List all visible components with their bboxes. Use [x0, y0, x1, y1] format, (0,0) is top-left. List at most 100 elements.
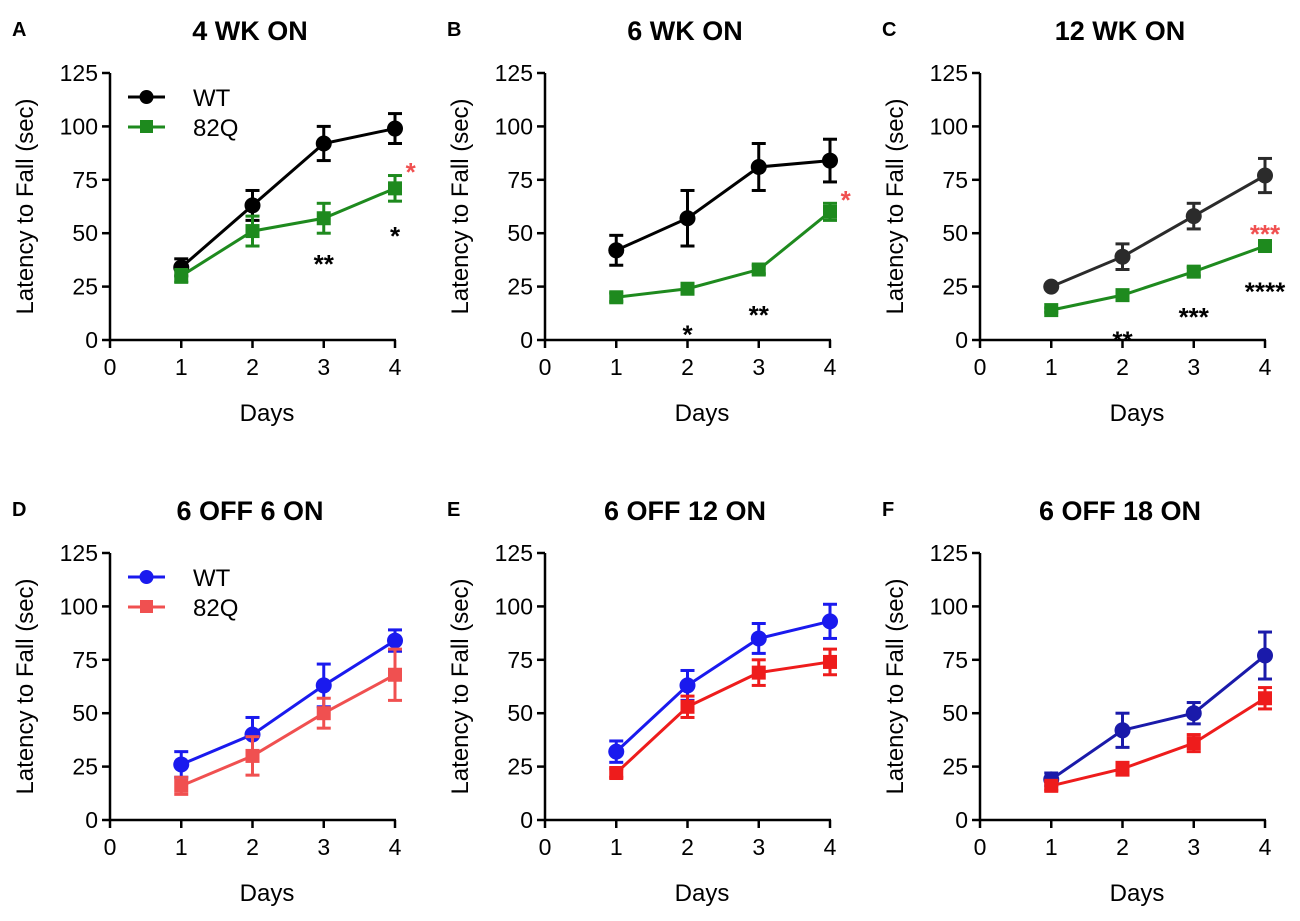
y-tick-label: 75 — [507, 647, 533, 673]
legend: WT 82Q — [128, 565, 238, 622]
data-point — [608, 743, 625, 760]
y-tick-label: 125 — [60, 60, 98, 86]
series-line — [615, 159, 831, 252]
data-point — [174, 268, 189, 283]
x-tick-label: 4 — [1259, 354, 1272, 380]
data-point — [822, 613, 838, 630]
y-tick-label: 125 — [930, 60, 968, 86]
series-line — [180, 639, 396, 766]
y-tick-label: 0 — [85, 327, 98, 353]
panel-title: 6 OFF 12 ON — [604, 496, 766, 526]
legend-label: WT — [193, 85, 231, 112]
x-tick-label: 2 — [681, 834, 694, 860]
legend-label: 82Q — [193, 595, 238, 622]
significance-label: ** — [749, 300, 770, 330]
data-point — [823, 654, 837, 669]
series-wt — [173, 628, 403, 779]
data-point — [679, 677, 696, 694]
panel-letter: B — [447, 19, 461, 41]
series-wt — [1043, 630, 1273, 788]
data-point — [388, 181, 402, 196]
y-tick-label: 25 — [942, 274, 968, 300]
panel-f: F 6 OFF 18 ON 0 25 50 75 100 125 0 1 2 3 4 Days Latenc… — [882, 496, 1273, 907]
x-tick-label: 1 — [175, 834, 188, 860]
panel-letter: C — [882, 19, 896, 41]
y-tick-label: 0 — [85, 807, 98, 833]
x-tick-label: 4 — [824, 834, 837, 860]
y-axis-label: Latency to Fall (sec) — [882, 578, 909, 794]
x-axis-label: Days — [240, 880, 295, 907]
significance-label: * — [841, 185, 852, 215]
x-tick-label: 1 — [1045, 834, 1058, 860]
y-tick-label: 0 — [520, 327, 533, 353]
legend-label: WT — [193, 565, 231, 592]
series-line — [180, 673, 396, 788]
series-wt — [173, 112, 403, 278]
x-axis-label: Days — [1110, 880, 1165, 907]
x-tick-label: 1 — [610, 834, 623, 860]
x-tick-label: 2 — [246, 354, 259, 380]
y-tick-label: 50 — [942, 220, 968, 246]
data-point — [609, 290, 624, 305]
data-point — [751, 262, 766, 277]
significance-label: * — [406, 157, 417, 187]
panel-c: C 12 WK ON 0 25 50 75 100 125 0 1 2 3 4 Days Latency t… — [882, 16, 1286, 427]
data-point — [822, 152, 838, 169]
panel-title: 12 WK ON — [1055, 16, 1186, 46]
x-tick-label: 0 — [539, 834, 552, 860]
significance-label: *** — [1179, 302, 1210, 332]
data-point — [1257, 167, 1273, 184]
x-tick-label: 0 — [539, 354, 552, 380]
panel-a: A 4 WK ON 0 25 50 75 100 125 0 1 2 3 4 Days Latency to… — [12, 16, 417, 427]
panel-b: B 6 WK ON 0 25 50 75 100 125 0 1 2 3 4 Days Latency to… — [447, 16, 852, 427]
y-tick-label: 0 — [520, 807, 533, 833]
y-tick-label: 100 — [495, 593, 533, 619]
y-tick-label: 0 — [955, 807, 968, 833]
data-point — [244, 726, 261, 743]
x-tick-label: 2 — [246, 834, 259, 860]
data-point — [680, 281, 695, 296]
data-point — [1258, 239, 1272, 254]
panel-title: 6 OFF 6 ON — [176, 496, 323, 526]
x-tick-label: 4 — [824, 354, 837, 380]
data-point — [173, 756, 190, 773]
data-point — [315, 677, 332, 694]
series-wt — [608, 137, 838, 267]
series-82q — [609, 201, 837, 305]
panel-d: D 6 OFF 6 ON 0 25 50 75 100 125 0 1 2 3 4 Days Latency… — [12, 496, 403, 907]
y-tick-label: 125 — [60, 540, 98, 566]
data-point — [244, 197, 261, 214]
y-tick-label: 50 — [72, 700, 98, 726]
series-line — [615, 619, 831, 753]
data-point — [1186, 264, 1201, 279]
y-tick-label: 25 — [72, 754, 98, 780]
series-line — [616, 210, 831, 299]
y-axis-label: Latency to Fall (sec) — [12, 578, 39, 794]
y-tick-label: 75 — [942, 647, 968, 673]
series-line — [615, 660, 831, 775]
y-tick-label: 50 — [942, 700, 968, 726]
x-tick-label: 2 — [681, 354, 694, 380]
data-point — [316, 211, 331, 226]
significance-label: * — [390, 221, 401, 251]
data-point — [1258, 691, 1272, 706]
data-point — [1044, 778, 1059, 793]
data-point — [1115, 761, 1130, 776]
x-tick-label: 0 — [974, 354, 987, 380]
x-tick-label: 0 — [104, 354, 117, 380]
legend-marker — [140, 120, 153, 133]
x-axis-label: Days — [675, 400, 730, 427]
series-line — [180, 186, 396, 278]
x-tick-label: 0 — [974, 834, 987, 860]
series-82q — [609, 647, 837, 781]
data-point — [1115, 288, 1130, 303]
legend-marker — [139, 90, 154, 104]
y-tick-label: 50 — [507, 220, 533, 246]
data-point — [608, 242, 625, 259]
y-tick-label: 75 — [507, 167, 533, 193]
y-tick-label: 125 — [495, 540, 533, 566]
x-tick-label: 3 — [752, 354, 765, 380]
legend-label: 82Q — [193, 115, 238, 142]
y-tick-label: 25 — [507, 754, 533, 780]
